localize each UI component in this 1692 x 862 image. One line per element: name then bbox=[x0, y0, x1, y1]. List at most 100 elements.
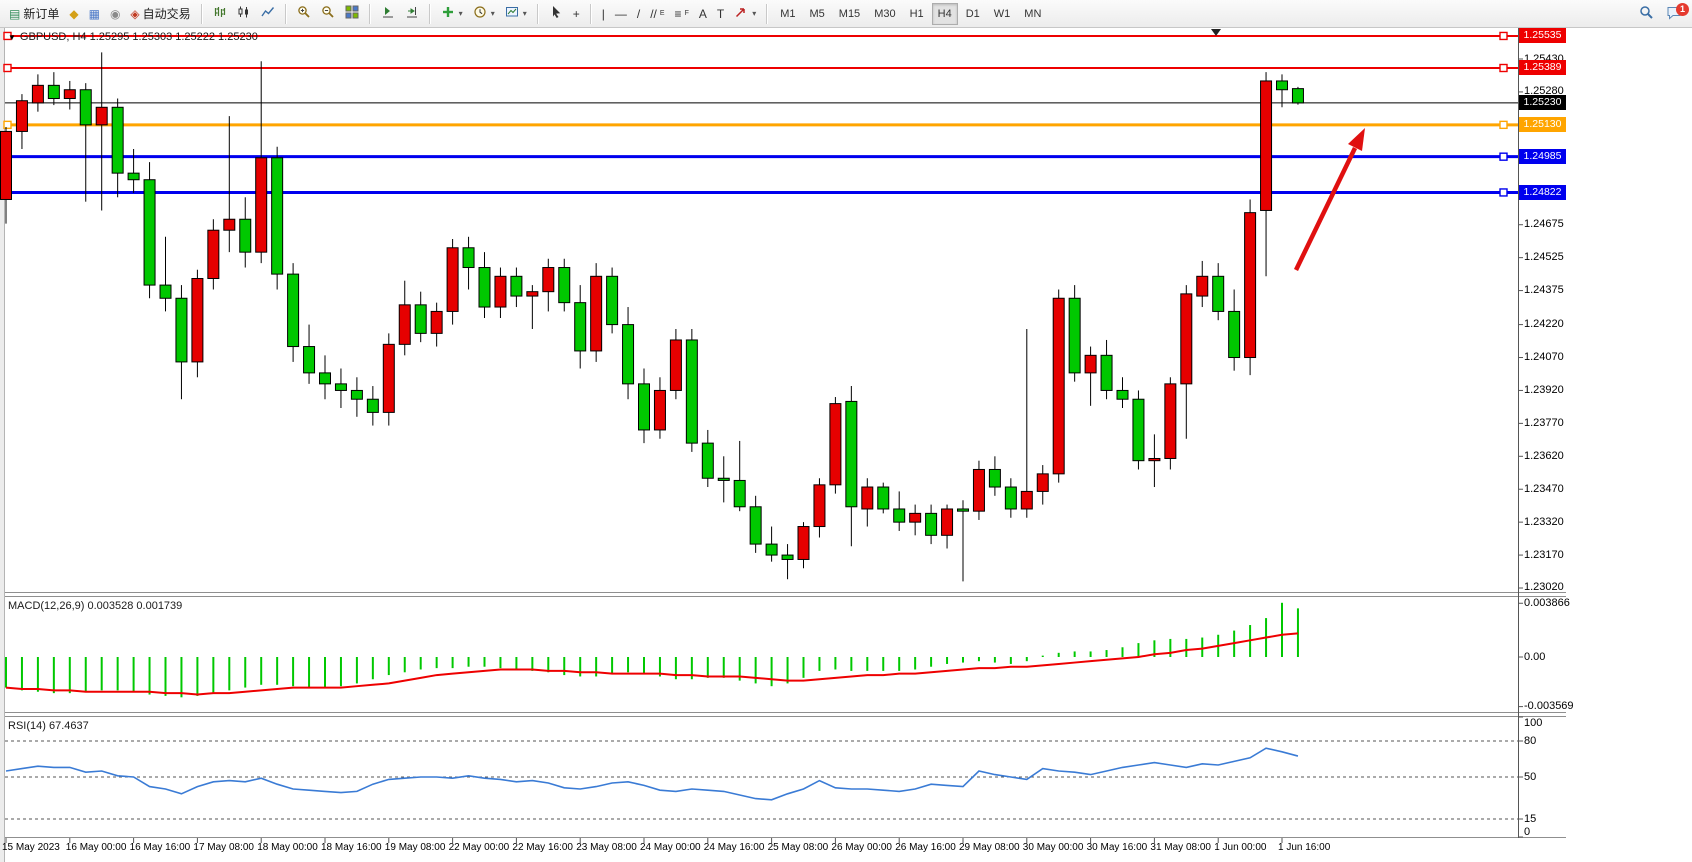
timeframe-h1-button[interactable]: H1 bbox=[904, 3, 930, 25]
tile-windows-button[interactable] bbox=[340, 3, 364, 25]
rsi-indicator-label: RSI(14) 67.4637 bbox=[8, 720, 89, 732]
zoom-out-icon bbox=[321, 5, 335, 22]
main-chart-area[interactable] bbox=[0, 28, 1566, 593]
price-axis-label: 1.24375 bbox=[1524, 284, 1564, 297]
cursor-button[interactable] bbox=[544, 3, 568, 25]
trend-arrow-head[interactable] bbox=[1348, 128, 1365, 151]
time-axis-label: 15 May 2023 bbox=[2, 842, 60, 853]
indicators-icon bbox=[441, 5, 455, 22]
chart-shift-button[interactable] bbox=[400, 3, 424, 25]
chevron-down-icon: ▾ bbox=[458, 9, 463, 18]
timeframe-mn-button[interactable]: MN bbox=[1018, 3, 1047, 25]
market-watch-button[interactable]: ▦ bbox=[84, 3, 105, 25]
tile-windows-icon bbox=[345, 5, 359, 22]
price-axis-label: 1.23470 bbox=[1524, 482, 1564, 495]
level-handle-left[interactable] bbox=[3, 120, 12, 130]
price-axis-label: 1.23620 bbox=[1524, 449, 1564, 462]
text-button[interactable]: A bbox=[694, 3, 712, 25]
data-window-button[interactable]: ◉ bbox=[105, 3, 125, 25]
time-axis-label: 22 May 00:00 bbox=[448, 842, 510, 853]
level-price-badge: 1.25130 bbox=[1519, 117, 1566, 133]
time-axis-label: 22 May 16:00 bbox=[512, 842, 573, 853]
new-order-button[interactable]: ▤ 新订单 bbox=[4, 3, 64, 25]
level-handle-right[interactable] bbox=[1499, 31, 1508, 41]
macd-axis-label: 0.00 bbox=[1524, 650, 1546, 663]
crosshair-button[interactable]: + bbox=[568, 3, 585, 25]
time-axis-label: 17 May 08:00 bbox=[193, 842, 254, 853]
time-axis-label: 19 May 08:00 bbox=[384, 842, 446, 853]
channel-button[interactable]: //E bbox=[645, 3, 669, 25]
zoom-out-button[interactable] bbox=[316, 3, 340, 25]
level-handle-right[interactable] bbox=[1499, 63, 1508, 73]
current-price-badge: 1.25230 bbox=[1519, 95, 1566, 111]
toolbar: ▤ 新订单 ◆ ▦ ◉ ◈ 自动交易 ▾ ▾ ▾ + | — ///E ≡ F A T ▾ M1 M5 M15 M30 H1 H… bbox=[0, 0, 1692, 28]
equidistant-channel-icon: // bbox=[650, 6, 657, 21]
level-handle-right[interactable] bbox=[1499, 188, 1508, 197]
fibonacci-icon: ≡ bbox=[674, 6, 682, 21]
toolbar-separator bbox=[284, 3, 287, 24]
trendline-icon: / bbox=[636, 6, 641, 21]
level-handle-left[interactable] bbox=[3, 31, 12, 41]
crosshair-icon: + bbox=[572, 6, 580, 21]
market-watch-icon: ▦ bbox=[88, 6, 100, 21]
timeframe-d1-button[interactable]: D1 bbox=[960, 3, 986, 25]
notifications-button[interactable]: 1 bbox=[1660, 2, 1689, 25]
periods-button[interactable]: ▾ bbox=[468, 3, 500, 25]
hline-button[interactable]: — bbox=[610, 3, 632, 25]
signal-icon: ◉ bbox=[109, 6, 121, 21]
toolbar-separator bbox=[536, 3, 539, 24]
vline-button[interactable]: | bbox=[597, 3, 610, 25]
timeframe-h4-button[interactable]: H4 bbox=[931, 2, 958, 25]
time-axis-label: 23 May 08:00 bbox=[576, 842, 637, 853]
search-button[interactable] bbox=[1633, 3, 1660, 25]
price-axis-label: 1.23020 bbox=[1524, 581, 1564, 594]
arrows-button[interactable]: ▾ bbox=[729, 3, 761, 25]
time-axis-label: 30 May 16:00 bbox=[1086, 842, 1148, 853]
zoom-in-button[interactable] bbox=[292, 3, 316, 25]
horizontal-line-icon: — bbox=[614, 6, 627, 21]
auto-scroll-button[interactable] bbox=[376, 3, 400, 25]
rsi-pane[interactable] bbox=[0, 716, 1566, 838]
trendline-button[interactable]: / bbox=[632, 3, 645, 25]
symbol-ohlc-text: GBPUSD, H4 1.25295 1.25303 1.25222 1.252… bbox=[19, 31, 258, 43]
symbol-dropdown-icon[interactable]: ▼ bbox=[8, 33, 16, 42]
line-chart-button[interactable] bbox=[256, 3, 280, 25]
chart-file-icon: ◆ bbox=[69, 6, 79, 21]
fibonacci-button-sub: F bbox=[684, 10, 689, 17]
notification-count-badge: 1 bbox=[1676, 2, 1689, 16]
autotrade-button[interactable]: ◈ 自动交易 bbox=[125, 3, 195, 25]
trend-arrow-annotation[interactable] bbox=[1293, 147, 1358, 271]
timeframe-m15-button[interactable]: M15 bbox=[833, 3, 866, 25]
time-axis-label: 1 Jun 00:00 bbox=[1214, 842, 1267, 853]
level-handle-right[interactable] bbox=[1499, 120, 1508, 130]
toolbar-separator bbox=[428, 3, 431, 24]
timeframe-m5-button[interactable]: M5 bbox=[804, 3, 831, 25]
rsi-axis-label: 0 bbox=[1524, 826, 1531, 838]
timeframe-m30-button[interactable]: M30 bbox=[868, 3, 901, 25]
indicators-button[interactable]: ▾ bbox=[436, 3, 468, 25]
timeframe-m1-button[interactable]: M1 bbox=[774, 3, 801, 25]
level-handle-left[interactable] bbox=[3, 63, 12, 73]
toolbar-separator bbox=[589, 3, 592, 24]
bar-chart-button[interactable] bbox=[208, 3, 232, 25]
open-chart-button[interactable]: ◆ bbox=[64, 3, 83, 25]
level-handle-left[interactable] bbox=[3, 188, 12, 197]
timeframe-w1-button[interactable]: W1 bbox=[988, 3, 1017, 25]
text-label-button[interactable]: T bbox=[712, 3, 729, 25]
time-axis-label: 16 May 00:00 bbox=[65, 842, 127, 853]
new-order-button-label: 新订单 bbox=[23, 7, 60, 21]
time-axis-label: 24 May 16:00 bbox=[703, 842, 765, 853]
candlestick-chart-button[interactable] bbox=[232, 3, 256, 25]
level-handle-right[interactable] bbox=[1499, 152, 1508, 161]
autotrade-icon: ◈ bbox=[130, 6, 140, 21]
price-axis-label: 1.23770 bbox=[1524, 416, 1564, 429]
fibonacci-button[interactable]: ≡ F bbox=[670, 3, 694, 25]
templates-button[interactable]: ▾ bbox=[500, 3, 532, 25]
macd-pane[interactable] bbox=[0, 596, 1566, 713]
level-handle-left[interactable] bbox=[3, 152, 12, 161]
price-axis-label: 1.23320 bbox=[1524, 515, 1564, 528]
time-axis-label: 31 May 08:00 bbox=[1150, 842, 1211, 853]
arrows-icon bbox=[734, 5, 748, 22]
level-price-badge: 1.25389 bbox=[1519, 60, 1566, 76]
